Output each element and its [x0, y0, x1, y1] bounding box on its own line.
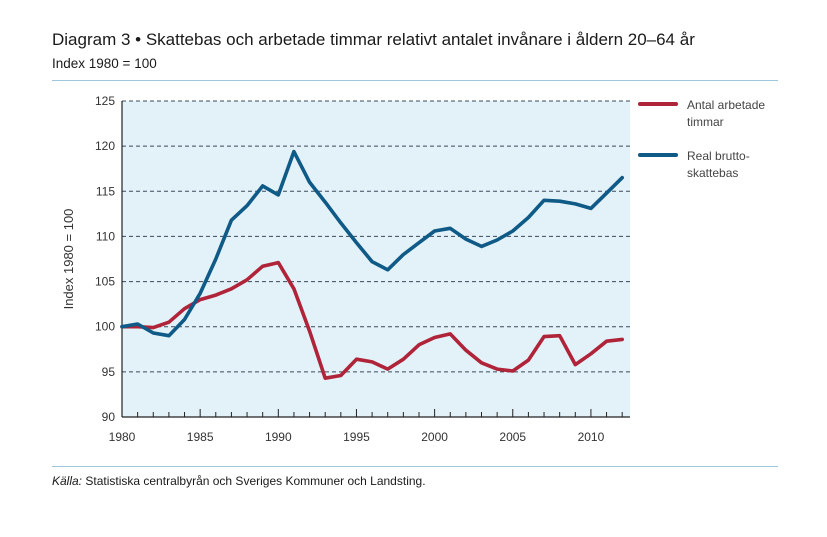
y-axis-label: Index 1980 = 100: [61, 209, 76, 310]
x-tick-label-1995: 1995: [343, 430, 370, 444]
legend: Antal arbetade timmar Real brutto-skatteba…: [638, 98, 765, 180]
top-divider: [52, 80, 778, 81]
source-text: Statistiska centralbyrån och Sveriges Ko…: [82, 474, 426, 488]
bottom-divider: [52, 466, 778, 467]
plot-background: [122, 101, 630, 417]
y-tick-label-105: 105: [95, 275, 115, 289]
chart-subtitle: Index 1980 = 100: [52, 56, 157, 71]
y-tick-label-125: 125: [95, 94, 115, 108]
chart-title: Diagram 3 • Skattebas och arbetade timma…: [52, 30, 695, 49]
legend-label-1-2: timmar: [687, 115, 724, 129]
x-tick-label-2000: 2000: [421, 430, 448, 444]
y-tick-label-115: 115: [96, 184, 115, 198]
series-line-1: [120, 260, 625, 381]
legend-label-2-2: skattebas: [687, 166, 738, 180]
x-tick-label-1990: 1990: [265, 430, 292, 444]
x-tick-label-2010: 2010: [578, 430, 605, 444]
x-tick-label-1980: 1980: [109, 430, 136, 444]
x-tick-label-1985: 1985: [187, 430, 214, 444]
legend-label-2-1: Real brutto-: [687, 149, 750, 163]
grid-lines: [122, 100, 630, 373]
source-label: Källa:: [52, 474, 83, 488]
legend-label-1-1: Antal arbetade: [687, 98, 765, 112]
x-tick-label-2005: 2005: [499, 430, 526, 444]
tick-marks: 90 95 100 105 110 115 120 125 1980 1985 1990 1995 20…: [95, 94, 623, 444]
y-tick-label-90: 90: [102, 410, 116, 424]
y-tick-label-95: 95: [102, 365, 116, 379]
y-tick-label-100: 100: [95, 320, 115, 334]
y-tick-label-120: 120: [95, 139, 115, 153]
source-note: Källa: Statistiska centralbyrån och Sver…: [52, 474, 426, 488]
axes: [121, 101, 630, 418]
y-tick-label-110: 110: [96, 229, 115, 243]
series-layer: [120, 149, 625, 381]
series-line-2: [120, 149, 625, 338]
